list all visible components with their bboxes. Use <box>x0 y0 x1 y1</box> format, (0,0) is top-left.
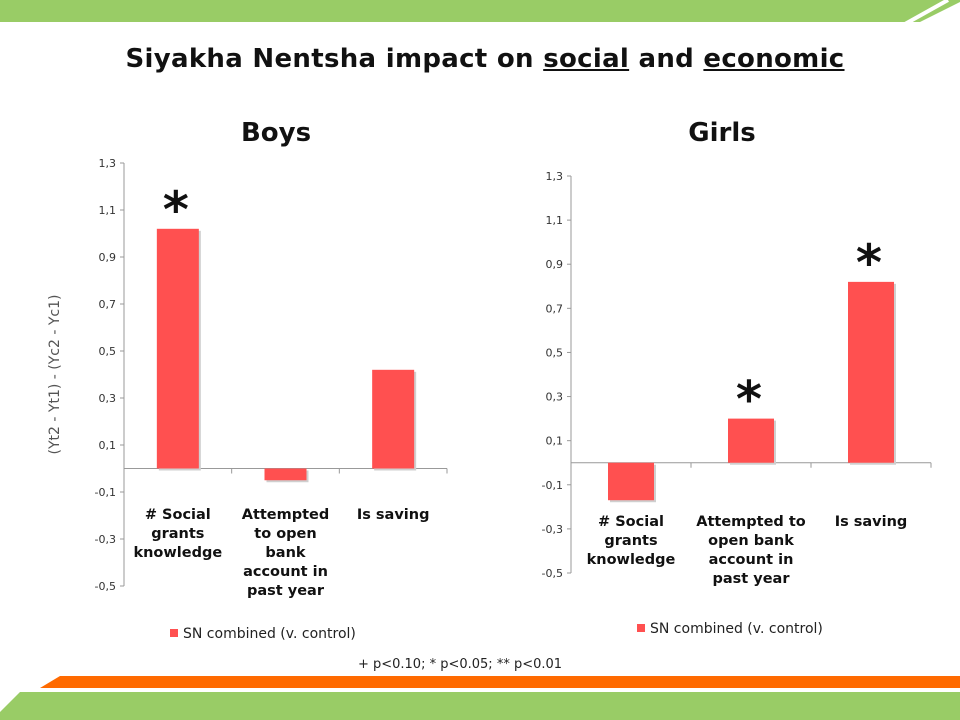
girls-y-tick-label: 0,5 <box>546 346 564 359</box>
girls-bar <box>728 418 774 463</box>
girls-y-tick-label: 0,9 <box>546 258 564 271</box>
top-decorative-band <box>0 0 960 24</box>
bottom-decorative-band <box>0 676 960 720</box>
boys-bar <box>156 228 199 469</box>
boys-y-tick-label: 0,9 <box>99 251 117 264</box>
girls-legend-label: SN combined (v. control) <box>650 621 823 637</box>
boys-y-tick-label: -0,5 <box>95 580 116 593</box>
boys-category-label: knowledge <box>133 545 222 561</box>
girls-category-label: grants <box>604 533 657 549</box>
girls-y-tick-label: 0,1 <box>546 435 564 448</box>
boys-bar <box>264 468 307 481</box>
girls-y-tick-label: 1,3 <box>546 170 564 183</box>
girls-category-label: # Social <box>598 514 664 530</box>
boys-y-tick-label: 0,5 <box>99 345 117 358</box>
girls-bar <box>848 281 894 463</box>
girls-y-tick-label: -0,5 <box>542 567 563 580</box>
boys-category-label: Is saving <box>357 507 430 523</box>
girls-y-tick-label: -0,3 <box>542 523 563 536</box>
boys-category-label: Attempted <box>242 507 330 523</box>
girls-legend-swatch <box>637 624 645 632</box>
girls-y-tick-label: 0,7 <box>546 302 564 315</box>
boys-bar <box>372 369 415 469</box>
girls-significance-star: * <box>856 234 882 292</box>
boys-category-label: # Social <box>145 507 211 523</box>
girls-significance-star: * <box>736 371 762 429</box>
boys-y-tick-label: -0,1 <box>95 486 116 499</box>
girls-bar <box>608 462 654 501</box>
boys-legend-swatch <box>170 629 178 637</box>
boys-chart-title: Boys <box>240 118 312 148</box>
boys-y-tick-label: 1,1 <box>99 204 117 217</box>
girls-category-label: past year <box>713 571 791 587</box>
boys-category-label: grants <box>151 526 204 542</box>
boys-y-tick-label: 0,3 <box>99 392 117 405</box>
slide-title: Siyakha Nentsha impact on social and eco… <box>125 44 845 74</box>
boys-category-label: to open <box>254 526 316 542</box>
girls-y-tick-label: 1,1 <box>546 214 564 227</box>
boys-category-label: bank <box>265 545 305 561</box>
boys-y-tick-label: 0,7 <box>99 298 117 311</box>
girls-category-label: account in <box>709 552 794 568</box>
boys-y-tick-label: 1,3 <box>99 157 117 170</box>
girls-chart-title: Girls <box>688 118 756 148</box>
boys-y-tick-label: -0,3 <box>95 533 116 546</box>
girls-category-label: Is saving <box>835 514 908 530</box>
girls-y-tick-label: -0,1 <box>542 479 563 492</box>
boys-legend-label: SN combined (v. control) <box>183 626 356 642</box>
girls-category-label: knowledge <box>587 552 676 568</box>
boys-y-tick-label: 0,1 <box>99 439 117 452</box>
boys-y-axis-title: (Yt2 - Yt1) - (Yc2 - Yc1) <box>47 295 63 455</box>
boys-significance-star: * <box>163 181 189 239</box>
significance-footnote: + p<0.10; * p<0.05; ** p<0.01 <box>357 657 563 672</box>
girls-category-label: Attempted to <box>696 514 806 530</box>
boys-category-label: past year <box>247 583 325 599</box>
girls-category-label: open bank <box>708 533 794 549</box>
girls-y-tick-label: 0,3 <box>546 391 564 404</box>
boys-category-label: account in <box>243 564 328 580</box>
